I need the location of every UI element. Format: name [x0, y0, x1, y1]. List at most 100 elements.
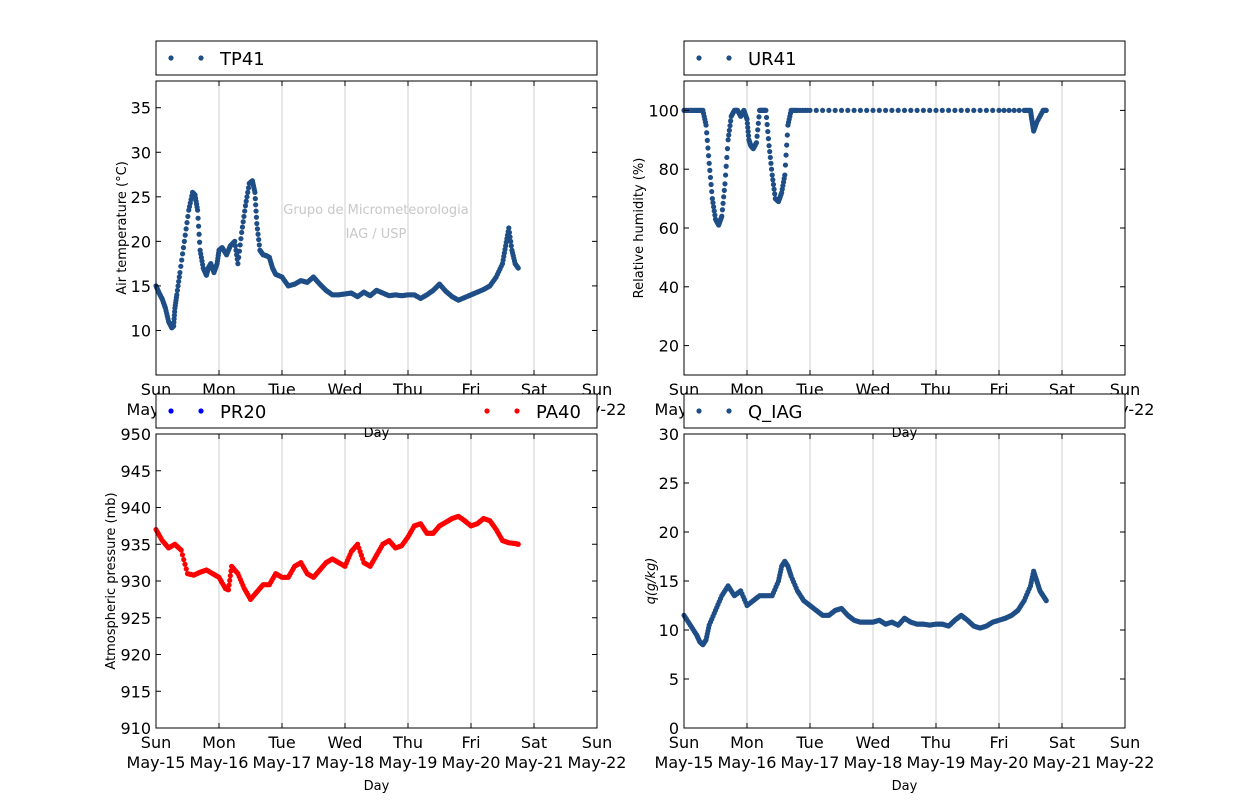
legend-item-TP41: TP41 [168, 49, 265, 70]
data-point [181, 556, 187, 563]
y-tick-label: 0 [669, 719, 679, 738]
plot-frame [683, 80, 1126, 376]
data-point [245, 185, 252, 191]
data-point [820, 107, 826, 113]
x-tick-label-date: May-16 [718, 753, 777, 772]
legend-item-PR20: PR20 [168, 402, 266, 423]
y-tick-label: 20 [659, 523, 679, 542]
data-point [236, 254, 242, 260]
x-tick-label-date: May-15 [655, 753, 714, 772]
data-point [237, 242, 243, 248]
data-point [977, 107, 983, 113]
data-point [813, 107, 819, 113]
data-point [253, 202, 259, 208]
data-point [184, 220, 190, 226]
data-point [771, 186, 777, 192]
data-point [876, 107, 882, 113]
y-tick-label: 20 [131, 232, 151, 251]
data-point [711, 204, 717, 210]
x-tick-label-date: May-22 [568, 753, 627, 772]
data-point [755, 127, 761, 133]
data-point [180, 245, 187, 251]
data-point [703, 122, 709, 128]
legend-marker [696, 408, 702, 414]
legend-label: Q_IAG [748, 402, 802, 423]
chart-top-right: 20406080100SunMay-15MonMay-16TueMay-17We… [632, 40, 1154, 441]
data-point [185, 213, 191, 220]
data-point [745, 124, 751, 131]
data-point [242, 208, 248, 214]
x-tick-label-day: Tue [267, 733, 295, 752]
data-point [1006, 107, 1012, 113]
y-tick-label: 930 [120, 572, 151, 591]
data-point [239, 229, 245, 236]
data-point [883, 107, 889, 113]
data-point [769, 172, 775, 178]
legend: Q_IAG [683, 393, 1126, 429]
data-point [240, 219, 246, 225]
legend-marker [726, 55, 732, 61]
data-point [721, 194, 727, 200]
data-point [763, 114, 770, 121]
data-point [901, 107, 908, 113]
data-point [183, 226, 189, 232]
x-tick-label-day: Sun [669, 733, 699, 752]
watermark-line1: Grupo de Micrometeorologia [283, 203, 469, 218]
data-point [724, 146, 731, 152]
y-tick-label: 60 [659, 219, 679, 238]
x-tick-label-day: Mon [730, 733, 764, 752]
data-point [722, 172, 729, 178]
data-point [706, 160, 712, 166]
y-tick-label: 15 [131, 277, 151, 296]
legend-label: UR41 [748, 49, 797, 70]
data-point [983, 107, 990, 113]
legend-label: TP41 [219, 49, 265, 70]
x-tick-label-date: May-20 [442, 753, 501, 772]
y-tick-label: 30 [131, 143, 151, 162]
data-point [958, 107, 964, 113]
legend: PR20 PA40 [155, 393, 598, 429]
legend-marker [198, 55, 204, 61]
y-tick-label: 80 [659, 160, 679, 179]
data-point [725, 137, 731, 143]
data-point [704, 137, 710, 143]
data-point [722, 181, 728, 187]
chart-bottom-right: 051015202530SunMay-15MonMay-16TueMay-17W… [644, 393, 1154, 794]
data-point [244, 194, 250, 200]
data-point [708, 181, 714, 188]
data-point [755, 120, 761, 126]
x-tick-label-day: Sun [141, 733, 171, 752]
data-point [232, 243, 238, 249]
data-point [174, 292, 180, 298]
data-point [721, 187, 727, 193]
data-point [707, 167, 713, 173]
y-tick-label: 5 [669, 670, 679, 689]
data-point [710, 200, 716, 206]
legend-marker [484, 408, 490, 414]
data-point [772, 191, 778, 197]
legend-marker [198, 408, 204, 414]
x-tick-label-day: Sat [1049, 733, 1075, 752]
data-point [225, 587, 232, 593]
series-UR41 [681, 107, 1049, 228]
x-tick-label-date: May-17 [781, 753, 840, 772]
data-point [196, 231, 202, 237]
legend-marker [514, 408, 520, 414]
plot-frame [683, 433, 1126, 729]
plot-frame [155, 80, 598, 376]
data-point [1043, 107, 1049, 113]
legend-item-UR41: UR41 [696, 49, 797, 70]
data-point [705, 145, 711, 151]
data-point [506, 225, 512, 231]
data-point [227, 577, 233, 584]
data-point [705, 153, 712, 159]
data-point [176, 274, 182, 280]
data-point [243, 198, 249, 204]
legend: TP41 [155, 40, 598, 76]
data-point [723, 163, 729, 169]
data-point [196, 239, 203, 245]
data-point [767, 154, 773, 161]
data-point [712, 212, 718, 218]
legend-label: PR20 [220, 402, 266, 423]
legend-box [155, 40, 598, 76]
